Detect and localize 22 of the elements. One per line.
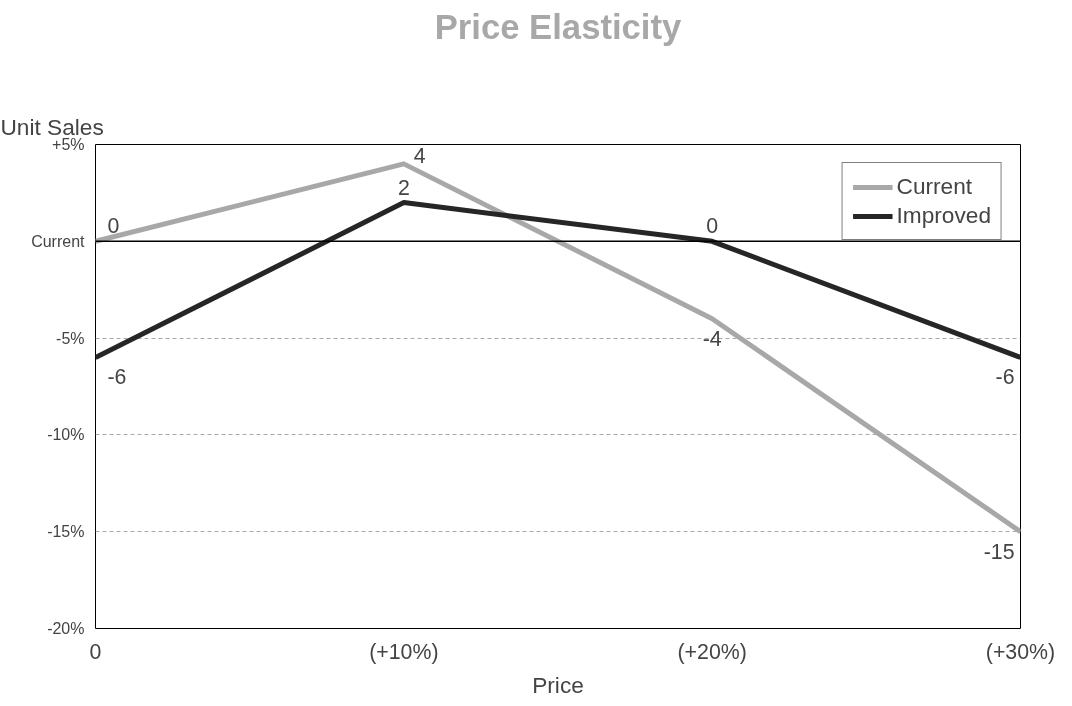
data-label: -15 [983, 539, 1015, 564]
y-tick-label: -20% [47, 620, 85, 637]
data-label: 0 [107, 214, 120, 239]
y-tick-label: -15% [47, 523, 85, 541]
legend-label: Current [896, 173, 973, 200]
x-axis-title: Price [532, 671, 584, 698]
x-tick-label: 0 [89, 639, 102, 664]
data-label: 2 [397, 175, 410, 200]
data-label: 0 [706, 214, 719, 239]
y-tick-label: -10% [47, 426, 85, 444]
data-label: -4 [702, 326, 722, 351]
data-label: 4 [413, 143, 426, 168]
y-tick-label: Current [31, 232, 86, 250]
data-label: -6 [107, 365, 127, 390]
chart-title: Price Elasticity [434, 7, 683, 46]
x-tick-label: (+10%) [369, 639, 439, 664]
y-tick-label: -5% [56, 329, 85, 347]
y-tick-label: +5% [52, 136, 85, 153]
data-label: -6 [995, 365, 1015, 390]
x-tick-label: (+20%) [677, 639, 747, 664]
legend-label: Improved [896, 202, 991, 229]
x-tick-label: (+30%) [985, 639, 1056, 664]
